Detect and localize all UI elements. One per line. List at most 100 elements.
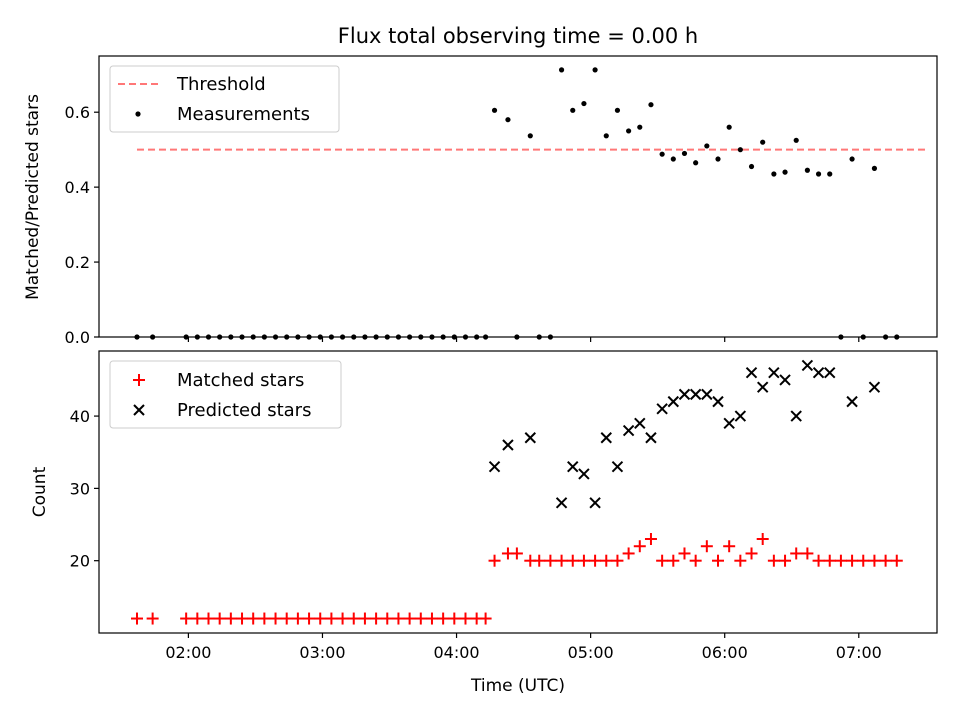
top-x-ticks (187, 337, 860, 342)
measurement-point (760, 139, 766, 145)
predicted-star-point (667, 395, 680, 408)
predicted-star-point (846, 395, 858, 408)
matched-star-point (868, 554, 881, 567)
matched-star-point (459, 612, 472, 625)
y-tick-label: 20 (70, 552, 90, 571)
predicted-star-point (678, 388, 691, 401)
predicted-star-point (745, 366, 758, 379)
panel-top: 0.0 0.2 0.4 0.6 Matched/Predicted stars Thr… (23, 55, 938, 347)
measurement-point (505, 117, 511, 123)
legend-predicted-label: Predicted stars (177, 400, 311, 421)
matched-star-point (280, 612, 293, 625)
predicted-star-point (812, 366, 825, 379)
bottom-legend-box (109, 360, 342, 429)
matched-star-point (180, 612, 193, 625)
matched-star-point (130, 612, 143, 625)
predicted-star-point (567, 460, 579, 473)
matched-star-point (544, 554, 557, 567)
predicted-star-point (723, 417, 735, 430)
predicted-star-point (502, 439, 514, 451)
matched-star-point (566, 554, 579, 567)
measurement-point (793, 137, 799, 143)
bottom-y-axis-label: Count (30, 466, 50, 517)
bottom-plot-frame (98, 350, 938, 634)
matched-star-point (314, 612, 327, 625)
predicted-star-point (634, 417, 646, 430)
y-tick-label: 40 (70, 407, 90, 426)
predicted-star-point (768, 366, 780, 379)
predicted-star-point (734, 410, 747, 422)
matched-star-point (488, 554, 501, 567)
predicted-star-point (578, 468, 590, 480)
matched-star-point (700, 540, 713, 553)
measurement-point (626, 128, 632, 134)
predicted-star-point (712, 395, 724, 408)
matched-star-point (414, 612, 427, 625)
matched-star-point (291, 612, 304, 625)
legend-measurements-swatch (135, 111, 141, 117)
matched-star-point (779, 554, 792, 567)
y-tick-label: 0.4 (65, 178, 90, 197)
matched-star-point (247, 612, 260, 625)
matched-star-point (879, 554, 892, 567)
x-tick-label: 02:00 (165, 643, 211, 662)
x-tick-label: 03:00 (299, 643, 345, 662)
measurement-point (603, 133, 609, 139)
top-y-axis-label: Matched/Predicted stars (23, 94, 43, 300)
measurement-point (592, 67, 598, 73)
matched-star-point (269, 612, 282, 625)
x-tick-label: 06:00 (702, 643, 748, 662)
top-legend-box (109, 65, 340, 133)
measurement-point (637, 124, 643, 130)
predicted-star-point (756, 381, 769, 393)
top-plot-frame (98, 55, 938, 338)
matched-star-point (600, 554, 613, 567)
measurement-point (659, 151, 665, 157)
matched-star-point (633, 540, 646, 553)
matched-star-point (734, 554, 747, 567)
matched-star-point (213, 612, 226, 625)
measurement-point (715, 156, 721, 162)
predicted-star-point (779, 374, 791, 386)
predicted-star-point (656, 403, 668, 415)
matched-star-point (510, 547, 523, 560)
matched-star-point (890, 554, 903, 567)
measurement-point (737, 147, 743, 153)
measurement-point (815, 171, 822, 177)
matched-star-point (392, 612, 405, 625)
predicted-star-point (622, 424, 635, 437)
matched-star-point (712, 554, 725, 567)
bottom-legend: Matched stars Predicted stars (109, 360, 342, 429)
matched-star-point (358, 612, 371, 625)
matched-star-point (745, 547, 758, 560)
measurement-point (614, 107, 621, 113)
matched-star-point (846, 554, 859, 567)
count-marks (130, 359, 903, 625)
measurement-point (693, 160, 699, 166)
y-tick-label: 30 (70, 479, 90, 498)
measurement-point (570, 107, 576, 113)
predicted-star-point (824, 366, 836, 379)
matched-star-point (236, 612, 249, 625)
matched-star-point (667, 554, 680, 567)
matched-star-point (723, 540, 736, 553)
matched-star-point (303, 612, 316, 625)
measurement-point (827, 171, 833, 177)
predicted-star-point (488, 460, 501, 473)
measurement-point (681, 150, 688, 157)
measurement-point (804, 167, 810, 173)
matched-star-point (622, 547, 635, 560)
y-tick-label: 0.0 (65, 328, 90, 347)
legend-matched-swatch (133, 374, 145, 386)
matched-star-point (823, 554, 836, 567)
x-tick-label: 07:00 (836, 643, 882, 662)
predicted-star-point (555, 497, 568, 509)
matched-star-point (258, 612, 271, 625)
top-legend: Threshold Measurements (109, 65, 340, 133)
matched-star-point (381, 612, 394, 625)
panel-bottom: 20 30 40 02:00 03:00 04:00 05:00 06:00 07:00 Co… (30, 350, 938, 696)
predicted-star-point (689, 388, 702, 401)
predicted-star-point (611, 460, 624, 473)
top-y-ticks: 0.0 0.2 0.4 0.6 (65, 103, 99, 347)
matched-star-point (834, 554, 847, 567)
